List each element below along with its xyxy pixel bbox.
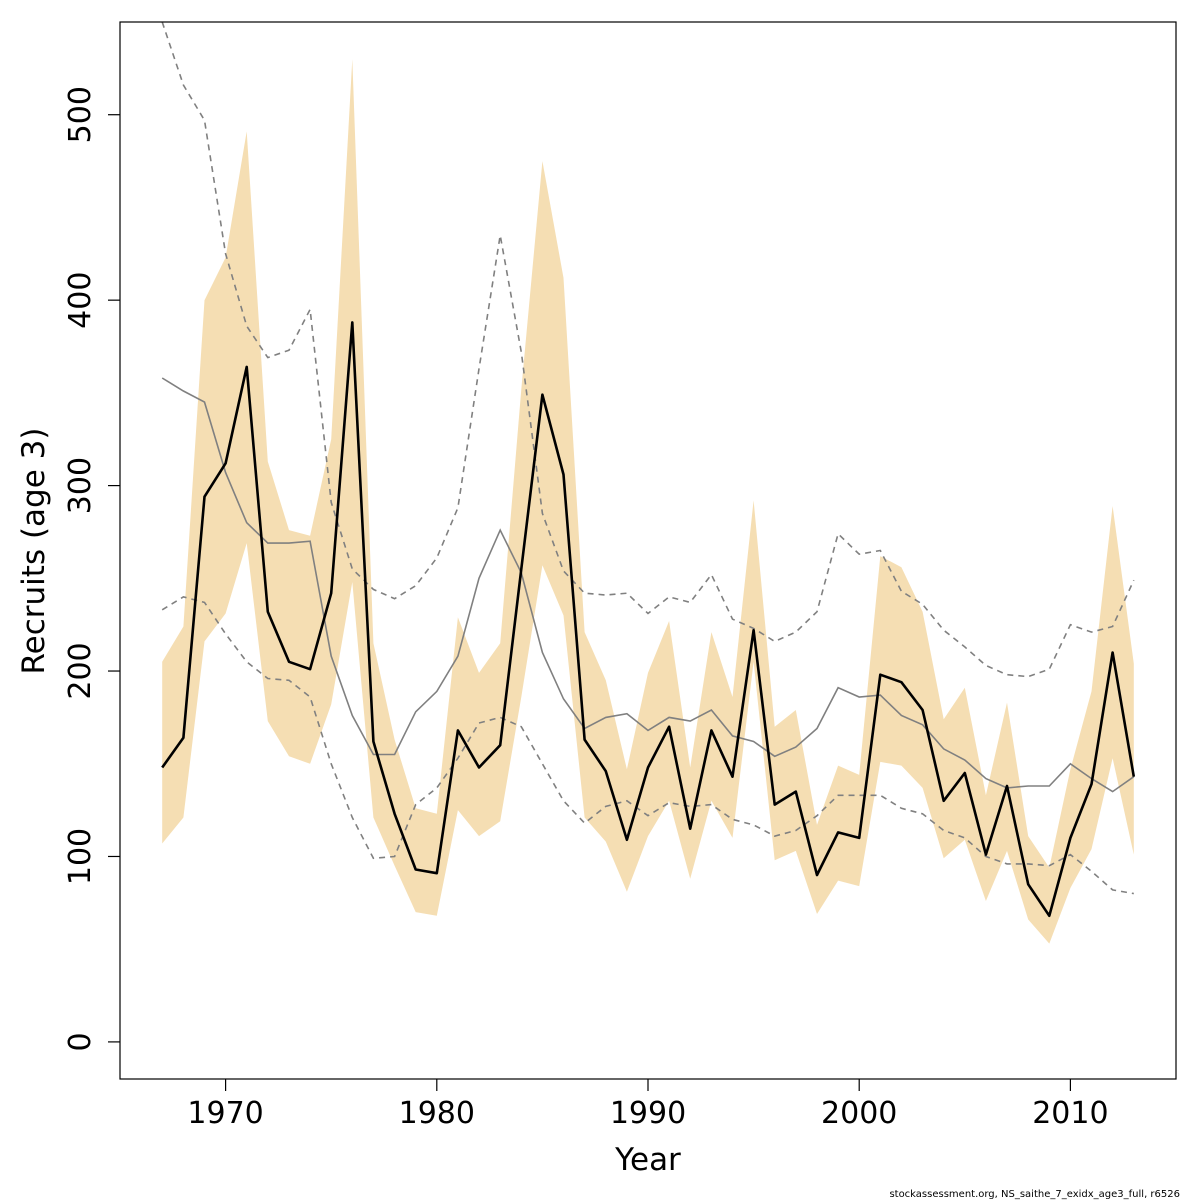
y-tick-label: 0	[63, 1032, 98, 1051]
estimate-line	[161, 321, 1136, 918]
y-tick-label: 400	[63, 272, 98, 329]
x-axis-title: Year	[614, 1142, 681, 1178]
y-axis: 0 100 200 300 400 500	[63, 86, 120, 1051]
y-tick-label: 100	[63, 828, 98, 885]
x-tick-label: 1980	[399, 1096, 475, 1131]
y-tick-label: 300	[63, 457, 98, 514]
x-tick-label: 2000	[821, 1096, 897, 1131]
confidence-band-layer	[162, 59, 1134, 944]
confidence-band	[162, 59, 1134, 944]
x-axis: 1970 1980 1990 2000 2010	[187, 1079, 1109, 1131]
y-tick-label: 200	[63, 642, 98, 699]
reference-upper-bound-line	[161, 22, 1135, 678]
x-tick-label: 1970	[187, 1096, 263, 1131]
estimate-line-layer	[161, 321, 1136, 918]
reference-lower-bound-line	[161, 596, 1134, 895]
y-tick-label: 500	[63, 86, 98, 143]
x-tick-label: 2010	[1032, 1096, 1108, 1131]
footer-credit: stockassessment.org, NS_saithe_7_exidx_a…	[889, 1189, 1180, 1200]
y-axis-title: Recruits (age 3)	[16, 428, 52, 675]
x-tick-label: 1990	[610, 1096, 686, 1131]
